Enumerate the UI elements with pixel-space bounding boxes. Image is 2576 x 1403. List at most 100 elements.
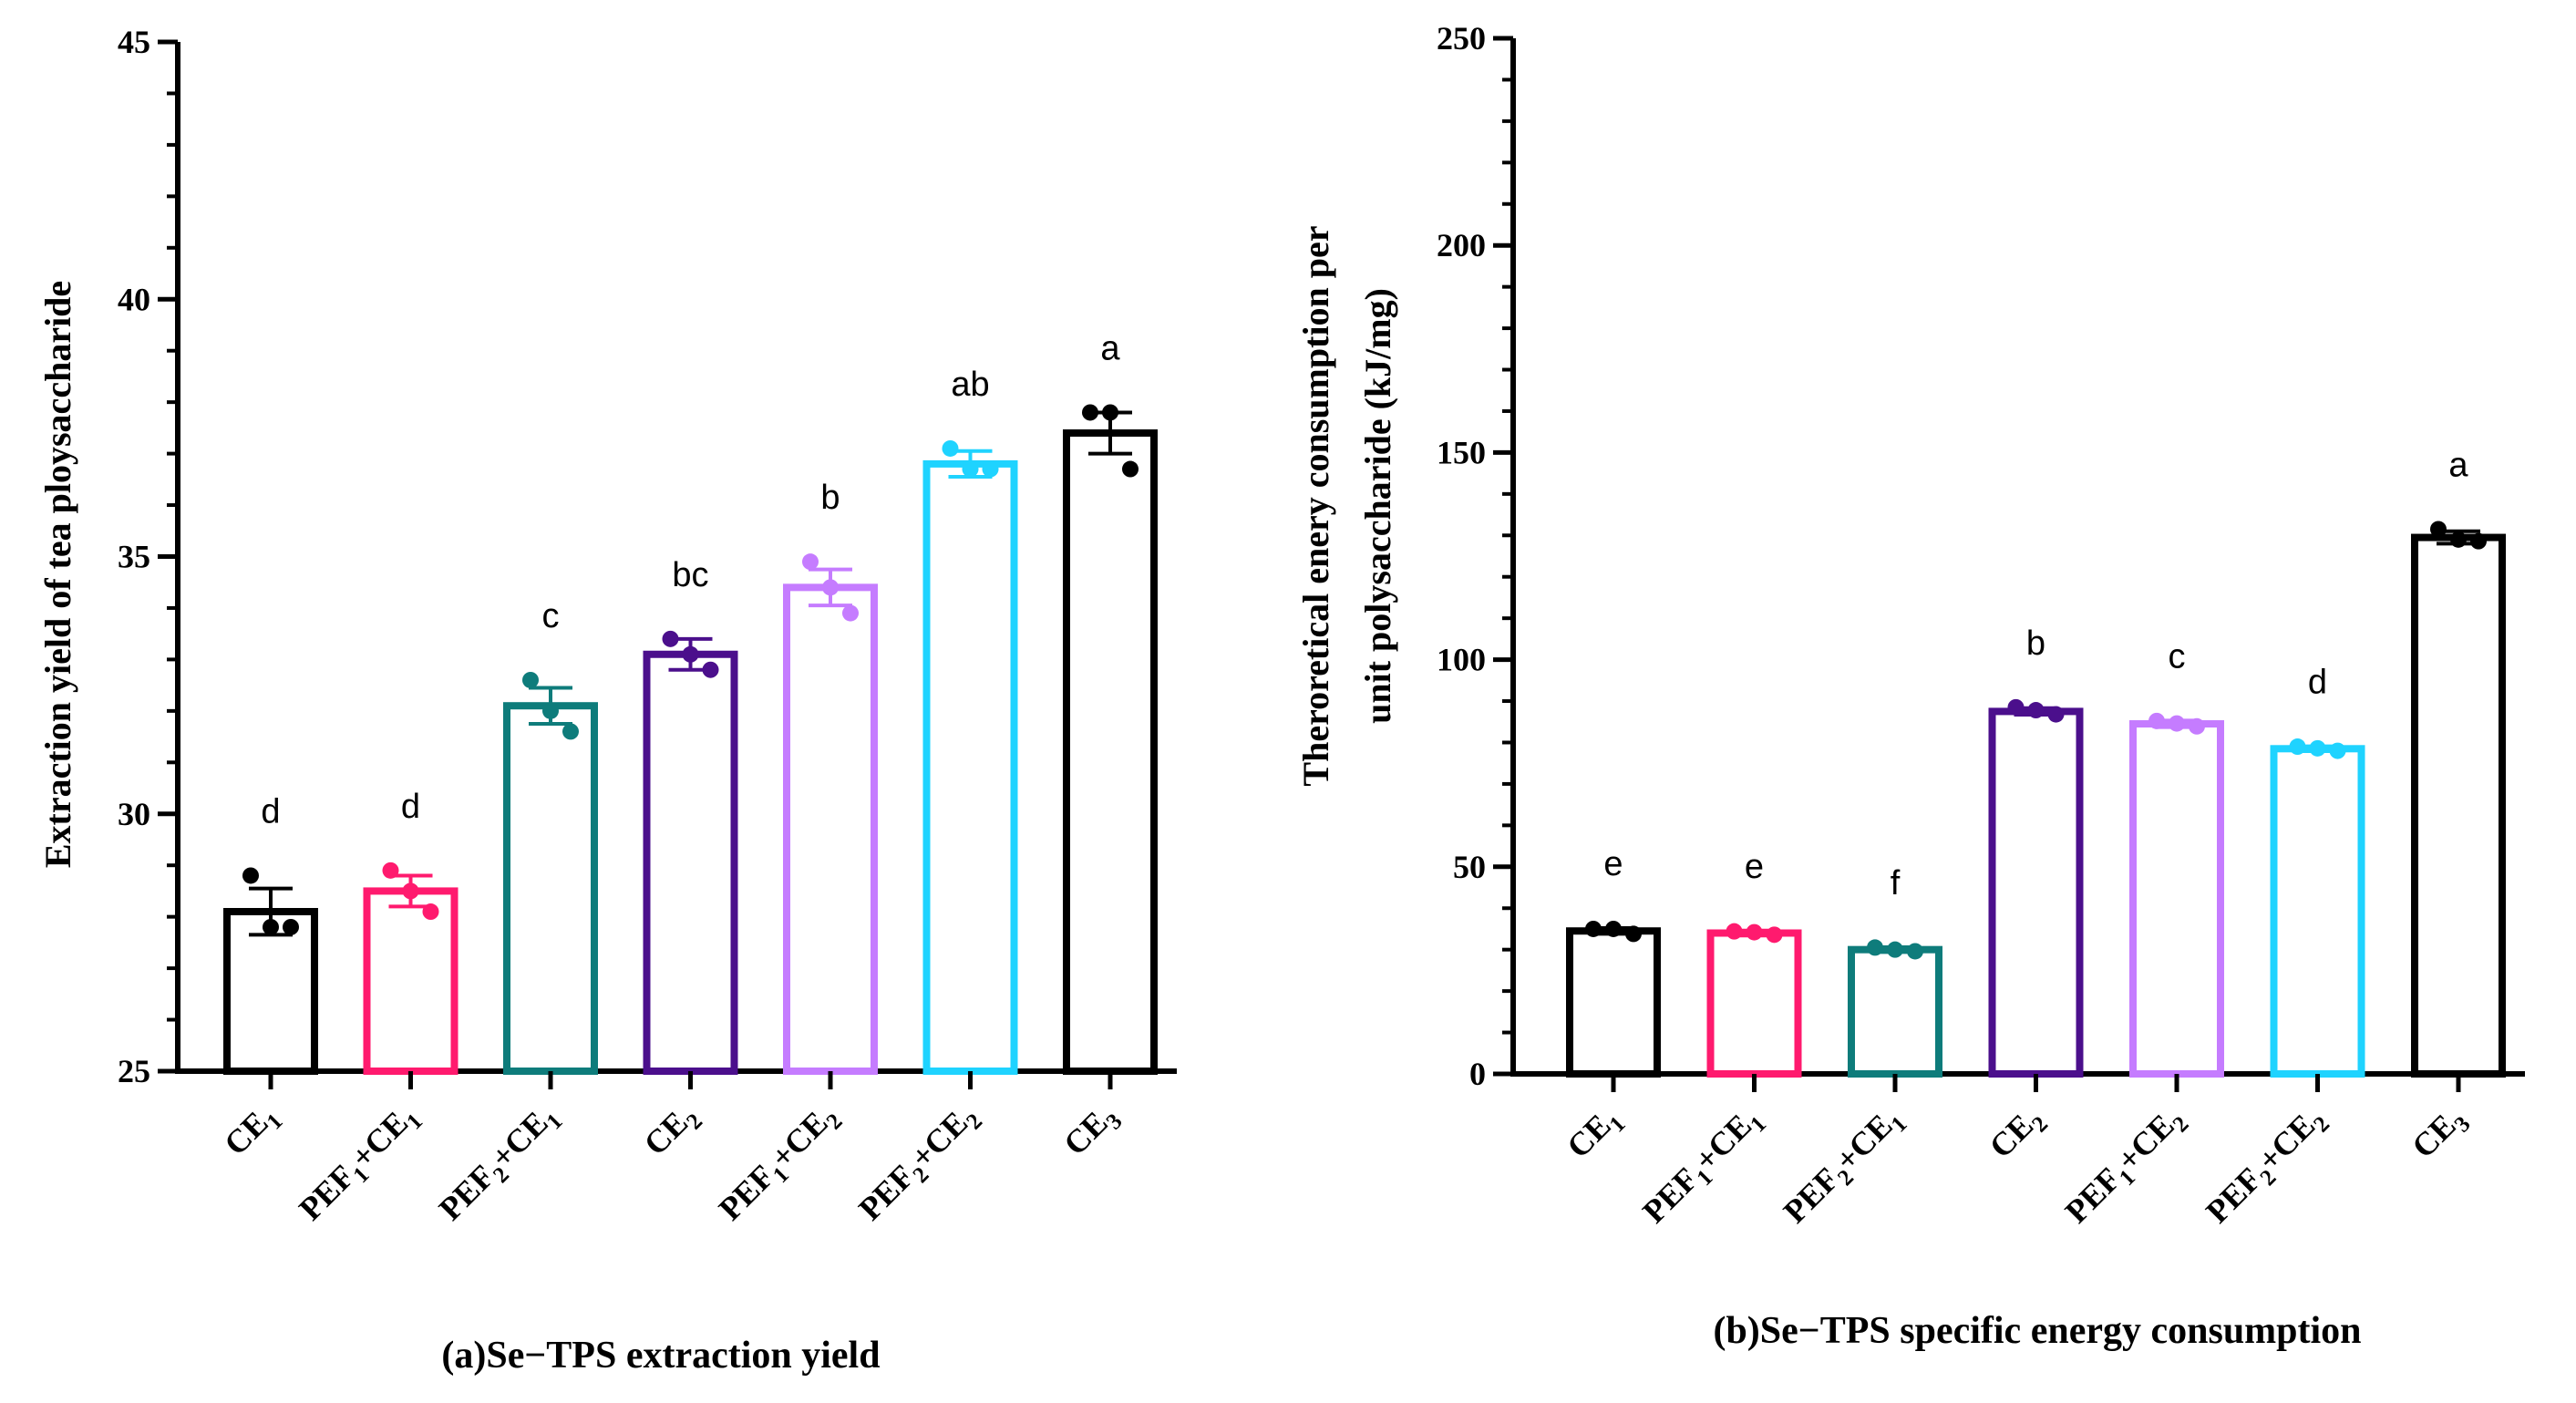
- data-point: [402, 882, 419, 900]
- x-category-label: CE3: [1056, 1096, 1127, 1166]
- data-point: [2027, 702, 2045, 719]
- data-point: [1122, 460, 1139, 478]
- y-tick-label: 50: [1453, 849, 1486, 885]
- significance-label: a: [2448, 446, 2468, 484]
- data-point: [522, 671, 539, 688]
- data-point: [1625, 925, 1642, 943]
- data-point: [1766, 926, 1783, 944]
- significance-label: d: [261, 792, 280, 830]
- x-category-label: PEF2+CE2: [851, 1096, 987, 1232]
- bar: [363, 887, 459, 1075]
- bar: [223, 908, 318, 1075]
- panel-a-caption: (a)Se−TPS extraction yield: [441, 1335, 880, 1377]
- x-category-label: PEF2+CE2: [2199, 1099, 2334, 1234]
- data-point: [982, 460, 999, 478]
- panel-b-y-axis-label-line2: unit polysaccharide (kJ/mg): [1357, 288, 1398, 724]
- data-point: [682, 645, 699, 663]
- y-tick-label: 35: [118, 539, 150, 575]
- x-category-label: PEF1+CE2: [2058, 1099, 2194, 1234]
- data-point: [1867, 939, 1883, 956]
- data-point: [562, 723, 579, 740]
- significance-label: f: [1891, 864, 1901, 903]
- data-point: [662, 630, 679, 647]
- bar: [1063, 429, 1158, 1075]
- bar: [783, 583, 878, 1075]
- data-point: [2189, 717, 2205, 735]
- y-tick-label: 30: [118, 796, 150, 832]
- data-point: [2470, 532, 2487, 550]
- data-point: [702, 661, 719, 678]
- bar: [1566, 927, 1661, 1078]
- data-point: [2450, 531, 2467, 548]
- data-point: [1726, 923, 1743, 940]
- significance-label: b: [820, 479, 840, 517]
- data-point: [1082, 404, 1098, 421]
- significance-label: e: [1745, 848, 1764, 886]
- data-point: [842, 604, 859, 622]
- x-category-label: PEF1+CE1: [292, 1096, 428, 1232]
- bar: [1848, 945, 1942, 1078]
- data-point: [2047, 706, 2065, 723]
- data-point: [2329, 742, 2346, 759]
- data-point: [822, 579, 839, 596]
- data-point: [802, 553, 819, 571]
- panel-a-y-axis-label: Extraction yield of tea ploysaccharide: [37, 281, 78, 868]
- data-point: [1585, 920, 1602, 937]
- y-tick-label: 250: [1437, 20, 1486, 57]
- significance-label: e: [1603, 845, 1623, 883]
- x-category-label: CE1: [217, 1096, 287, 1166]
- data-point: [2169, 715, 2185, 732]
- x-category-label: PEF1+CE2: [712, 1096, 848, 1232]
- y-tick-label: 200: [1437, 227, 1486, 263]
- data-point: [422, 903, 439, 921]
- significance-label: b: [2026, 624, 2045, 663]
- panel-b-y-axis-label-line1: Theroretical enery consumption per: [1295, 225, 1336, 786]
- significance-label: a: [1100, 329, 1120, 367]
- x-category-label: CE1: [1560, 1099, 1630, 1169]
- x-category-label: PEF2+CE1: [432, 1096, 568, 1232]
- bar: [643, 650, 738, 1075]
- data-point: [382, 861, 399, 879]
- significance-label: d: [2308, 664, 2327, 702]
- data-point: [1746, 923, 1763, 941]
- panel-b: Theroretical enery consumption per unit …: [1295, 20, 2525, 1352]
- data-point: [2148, 712, 2165, 729]
- data-point: [2289, 738, 2306, 756]
- bar: [2129, 720, 2224, 1078]
- data-point: [1102, 404, 1118, 421]
- x-category-label: PEF1+CE1: [1635, 1099, 1771, 1234]
- data-point: [2309, 739, 2326, 757]
- y-tick-label: 40: [118, 281, 150, 317]
- y-tick-label: 150: [1437, 434, 1486, 470]
- data-point: [263, 918, 279, 935]
- data-point: [242, 867, 259, 884]
- bar: [2411, 533, 2506, 1078]
- panel-b-caption: (b)Se−TPS specific energy consumption: [1713, 1310, 2361, 1352]
- panel-a: Extraction yield of tea ploysaccharide (…: [37, 24, 1177, 1377]
- x-category-label: CE2: [1983, 1099, 2053, 1169]
- significance-label: c: [2169, 637, 2186, 676]
- data-point: [942, 439, 959, 457]
- bar: [1988, 707, 2084, 1078]
- data-point: [542, 702, 559, 719]
- y-tick-label: 25: [118, 1053, 150, 1089]
- data-point: [1907, 943, 1923, 960]
- significance-label: c: [542, 597, 560, 635]
- y-tick-label: 100: [1437, 642, 1486, 678]
- significance-label: ab: [951, 366, 989, 404]
- x-category-label: PEF2+CE1: [1777, 1099, 1912, 1234]
- data-point: [283, 918, 299, 935]
- data-point: [1887, 941, 1903, 958]
- bar: [2270, 745, 2365, 1078]
- bar: [922, 459, 1018, 1075]
- significance-label: d: [401, 788, 420, 826]
- data-point: [1605, 920, 1622, 937]
- y-tick-label: 45: [118, 24, 150, 60]
- data-point: [962, 460, 979, 478]
- y-tick-label: 0: [1469, 1056, 1486, 1092]
- x-category-label: CE2: [637, 1096, 707, 1166]
- bar: [503, 702, 598, 1076]
- bar: [1706, 929, 1802, 1078]
- data-point: [2007, 698, 2025, 716]
